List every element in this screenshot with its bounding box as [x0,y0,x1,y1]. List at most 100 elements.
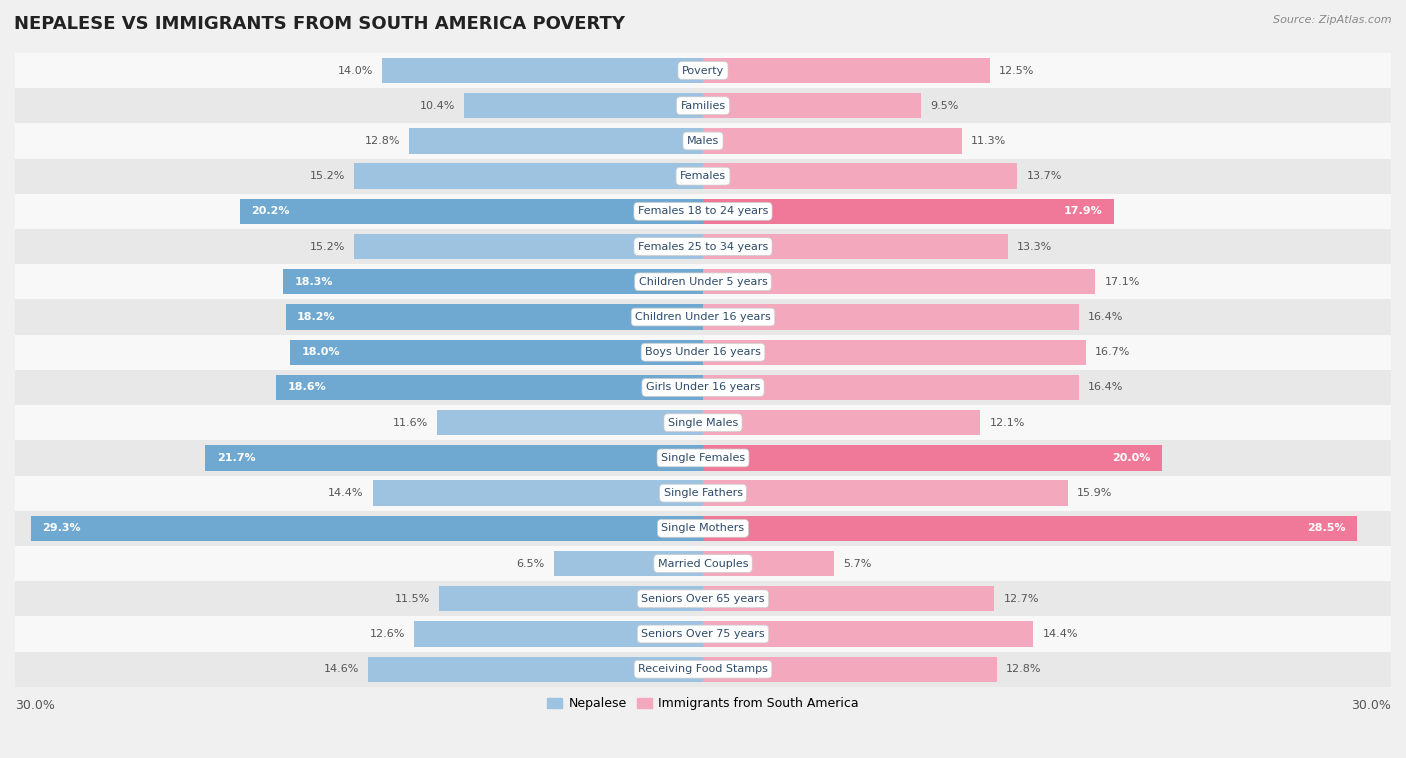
Text: 18.2%: 18.2% [297,312,336,322]
Text: 12.7%: 12.7% [1004,594,1039,604]
Text: 18.6%: 18.6% [288,383,326,393]
Bar [15,511,1391,546]
Text: Males: Males [688,136,718,146]
Bar [413,622,703,647]
Text: 21.7%: 21.7% [217,453,256,463]
Bar [382,58,703,83]
Bar [373,481,703,506]
Text: 13.3%: 13.3% [1017,242,1053,252]
Text: 20.0%: 20.0% [1112,453,1150,463]
Text: Families: Families [681,101,725,111]
Text: 18.3%: 18.3% [295,277,333,287]
Bar [703,269,1095,295]
Text: 16.7%: 16.7% [1095,347,1130,357]
Text: 12.6%: 12.6% [370,629,405,639]
Bar [703,481,1067,506]
Text: 20.2%: 20.2% [252,206,290,216]
Bar [15,53,1391,88]
Bar [15,475,1391,511]
Text: NEPALESE VS IMMIGRANTS FROM SOUTH AMERICA POVERTY: NEPALESE VS IMMIGRANTS FROM SOUTH AMERIC… [14,15,626,33]
Bar [554,551,703,576]
Bar [703,93,921,118]
Bar [15,405,1391,440]
Text: Seniors Over 75 years: Seniors Over 75 years [641,629,765,639]
Text: 12.8%: 12.8% [364,136,401,146]
Text: 12.5%: 12.5% [998,65,1035,76]
Bar [15,440,1391,475]
Text: 30.0%: 30.0% [15,699,55,713]
Bar [240,199,703,224]
Text: 16.4%: 16.4% [1088,312,1123,322]
Text: Girls Under 16 years: Girls Under 16 years [645,383,761,393]
Text: Poverty: Poverty [682,65,724,76]
Text: Married Couples: Married Couples [658,559,748,568]
Bar [205,445,703,471]
Bar [15,546,1391,581]
Bar [15,88,1391,124]
Text: Single Mothers: Single Mothers [661,523,745,534]
Text: 17.1%: 17.1% [1104,277,1140,287]
Bar [368,656,703,682]
Bar [284,269,703,295]
Bar [15,581,1391,616]
Legend: Nepalese, Immigrants from South America: Nepalese, Immigrants from South America [543,693,863,716]
Bar [354,234,703,259]
Bar [703,551,834,576]
Text: 11.6%: 11.6% [392,418,427,428]
Bar [703,445,1161,471]
Text: 14.0%: 14.0% [337,65,373,76]
Text: 15.2%: 15.2% [309,171,346,181]
Text: 15.2%: 15.2% [309,242,346,252]
Bar [703,410,980,435]
Text: Children Under 16 years: Children Under 16 years [636,312,770,322]
Bar [703,656,997,682]
Bar [15,124,1391,158]
Bar [15,265,1391,299]
Bar [703,340,1085,365]
Bar [285,305,703,330]
Text: Single Females: Single Females [661,453,745,463]
Bar [15,334,1391,370]
Bar [15,229,1391,265]
Text: Receiving Food Stamps: Receiving Food Stamps [638,664,768,674]
Bar [437,410,703,435]
Bar [290,340,703,365]
Bar [703,128,962,154]
Text: 13.7%: 13.7% [1026,171,1062,181]
Text: 29.3%: 29.3% [42,523,82,534]
Text: 11.5%: 11.5% [395,594,430,604]
Bar [439,586,703,612]
Bar [703,586,994,612]
Bar [703,58,990,83]
Text: Females 18 to 24 years: Females 18 to 24 years [638,206,768,216]
Bar [703,515,1357,541]
Bar [15,194,1391,229]
Bar [277,374,703,400]
Bar [15,616,1391,652]
Bar [31,515,703,541]
Text: 16.4%: 16.4% [1088,383,1123,393]
Text: Children Under 5 years: Children Under 5 years [638,277,768,287]
Text: 18.0%: 18.0% [302,347,340,357]
Text: 12.1%: 12.1% [990,418,1025,428]
Text: 30.0%: 30.0% [1351,699,1391,713]
Bar [703,199,1114,224]
Text: Females: Females [681,171,725,181]
Text: Source: ZipAtlas.com: Source: ZipAtlas.com [1274,15,1392,25]
Text: 28.5%: 28.5% [1306,523,1346,534]
Bar [703,622,1033,647]
Text: 17.9%: 17.9% [1063,206,1102,216]
Bar [15,370,1391,405]
Text: 14.4%: 14.4% [1042,629,1078,639]
Text: 11.3%: 11.3% [972,136,1007,146]
Bar [703,305,1080,330]
Bar [703,234,1008,259]
Text: 14.4%: 14.4% [328,488,364,498]
Text: Females 25 to 34 years: Females 25 to 34 years [638,242,768,252]
Text: 5.7%: 5.7% [842,559,872,568]
Text: Seniors Over 65 years: Seniors Over 65 years [641,594,765,604]
Text: Single Males: Single Males [668,418,738,428]
Text: 6.5%: 6.5% [516,559,544,568]
Bar [464,93,703,118]
Text: Single Fathers: Single Fathers [664,488,742,498]
